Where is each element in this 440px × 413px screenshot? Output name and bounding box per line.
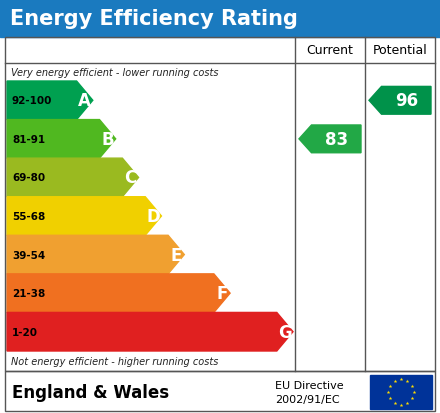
Text: 55-68: 55-68 bbox=[12, 211, 45, 221]
Text: EU Directive: EU Directive bbox=[275, 380, 344, 390]
Bar bbox=[5, 371, 435, 411]
Text: C: C bbox=[125, 169, 136, 187]
Polygon shape bbox=[7, 274, 230, 313]
Polygon shape bbox=[299, 126, 361, 153]
Text: Current: Current bbox=[307, 44, 353, 57]
Polygon shape bbox=[7, 197, 161, 236]
Text: Energy Efficiency Rating: Energy Efficiency Rating bbox=[10, 9, 298, 29]
Text: England & Wales: England & Wales bbox=[12, 383, 169, 401]
Text: Very energy efficient - lower running costs: Very energy efficient - lower running co… bbox=[11, 68, 219, 78]
Text: 83: 83 bbox=[325, 131, 348, 149]
Polygon shape bbox=[7, 236, 184, 274]
Text: 69-80: 69-80 bbox=[12, 173, 45, 183]
Text: 92-100: 92-100 bbox=[12, 96, 52, 106]
Text: 2002/91/EC: 2002/91/EC bbox=[275, 394, 340, 404]
Text: Not energy efficient - higher running costs: Not energy efficient - higher running co… bbox=[11, 356, 218, 366]
Polygon shape bbox=[7, 159, 139, 197]
Text: D: D bbox=[147, 207, 160, 225]
Polygon shape bbox=[7, 313, 293, 351]
Text: B: B bbox=[101, 131, 114, 149]
Text: 21-38: 21-38 bbox=[12, 288, 45, 299]
Bar bbox=[370, 375, 432, 409]
Polygon shape bbox=[7, 120, 116, 159]
Polygon shape bbox=[7, 82, 93, 120]
Text: E: E bbox=[171, 246, 182, 264]
Text: Potential: Potential bbox=[373, 44, 427, 57]
Text: F: F bbox=[216, 285, 227, 302]
Text: 39-54: 39-54 bbox=[12, 250, 45, 260]
Text: A: A bbox=[78, 92, 91, 110]
Polygon shape bbox=[369, 87, 431, 115]
Text: 1-20: 1-20 bbox=[12, 327, 38, 337]
Bar bbox=[5, 38, 435, 371]
Text: 81-91: 81-91 bbox=[12, 135, 45, 145]
Bar bbox=[0, 0, 440, 38]
Text: G: G bbox=[278, 323, 292, 341]
Text: 96: 96 bbox=[395, 92, 418, 110]
